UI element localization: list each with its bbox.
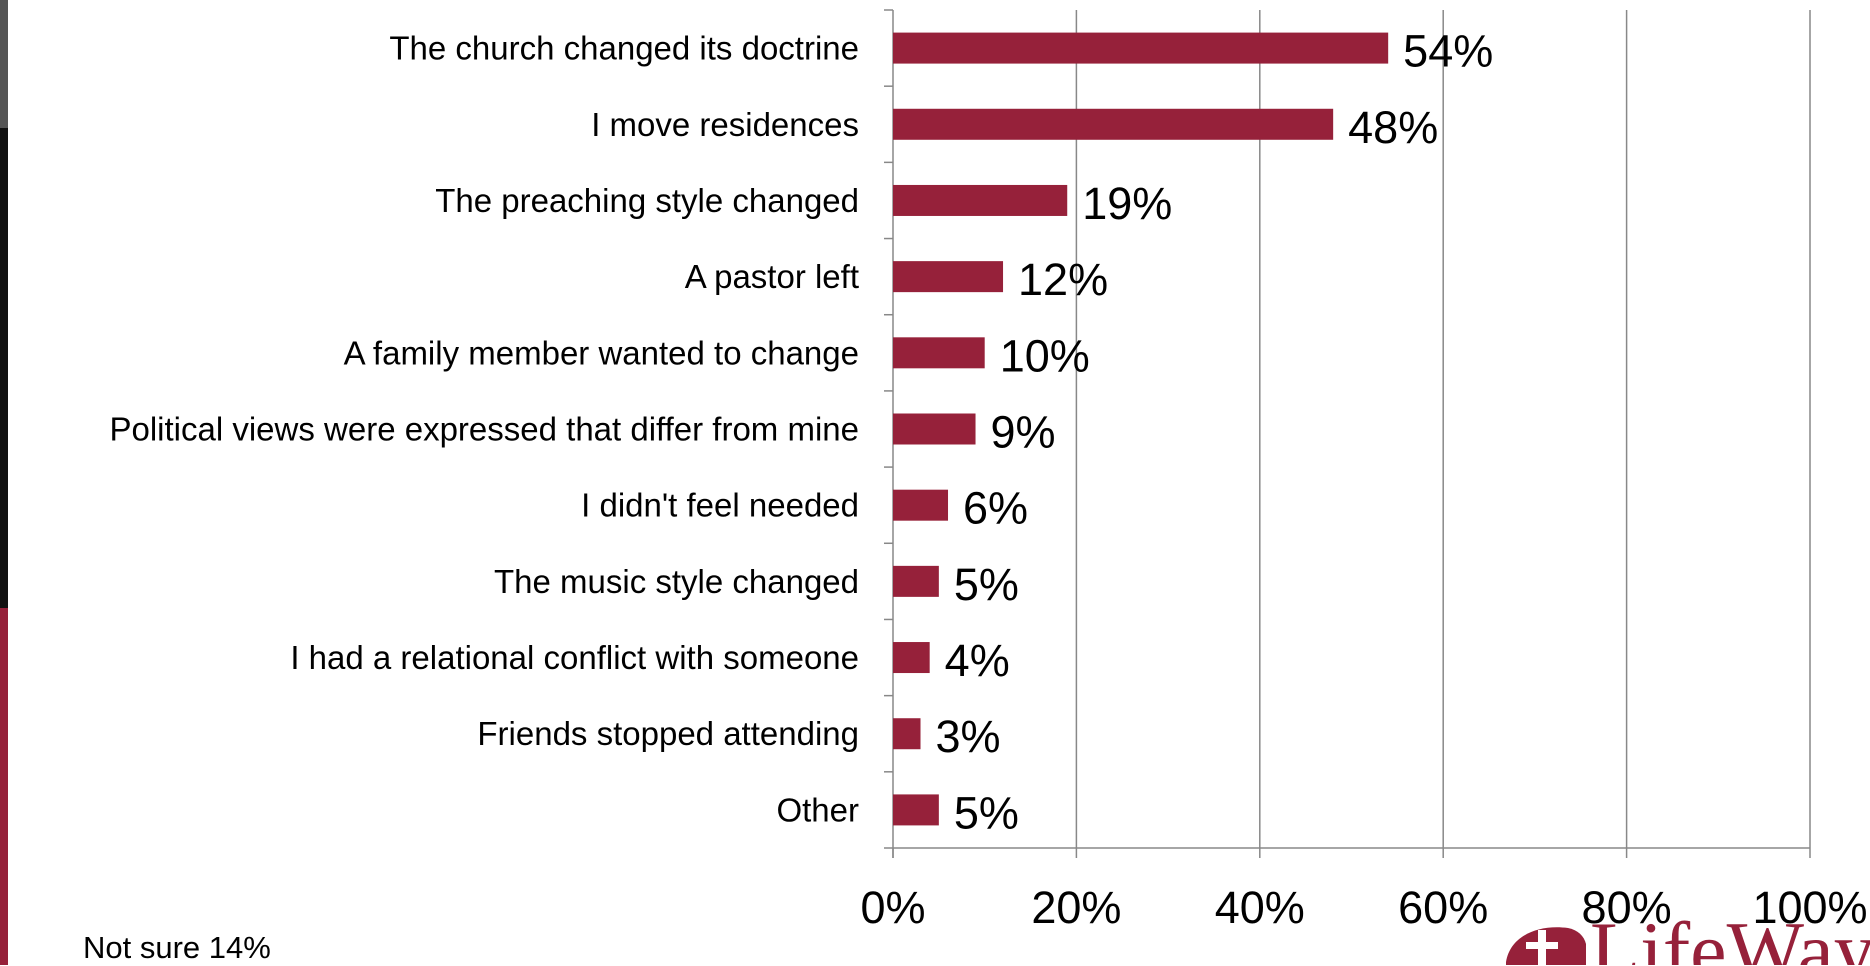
data-label: 9% [991, 407, 1056, 458]
not-sure-footnote: Not sure 14% [83, 930, 271, 965]
category-label: I didn't feel needed [581, 487, 859, 524]
x-tick-label: 60% [1398, 882, 1488, 933]
x-tick-label: 40% [1215, 882, 1305, 933]
data-label: 12% [1018, 254, 1108, 305]
category-label: Other [776, 791, 859, 828]
bar [893, 108, 1334, 140]
x-tick-label: 100% [1752, 882, 1867, 933]
lifeway-cross-logo-icon [1506, 927, 1586, 965]
bar [893, 642, 930, 674]
bar [893, 489, 949, 521]
data-label: 6% [963, 483, 1028, 534]
category-label: Friends stopped attending [477, 715, 859, 752]
data-label: 5% [954, 559, 1019, 610]
category-label: A family member wanted to change [344, 334, 859, 371]
bar [893, 32, 1389, 64]
data-label: 19% [1082, 178, 1172, 229]
x-tick-label: 20% [1031, 882, 1121, 933]
data-label: 48% [1348, 102, 1438, 153]
x-tick-label: 0% [860, 882, 925, 933]
data-label: 5% [954, 787, 1019, 838]
bar [893, 565, 939, 597]
bar [893, 413, 976, 445]
category-label: The church changed its doctrine [389, 30, 859, 67]
bar [893, 337, 985, 369]
data-label: 4% [945, 635, 1010, 686]
category-label: A pastor left [685, 258, 859, 295]
bar [893, 184, 1068, 216]
data-label: 10% [1000, 330, 1090, 381]
logo-text: LifeWay [1590, 918, 1870, 965]
data-label: 54% [1403, 26, 1493, 77]
category-label: The preaching style changed [435, 182, 859, 219]
bar [893, 718, 921, 750]
bar [893, 794, 939, 826]
x-tick-label: 80% [1582, 882, 1672, 933]
bar [893, 261, 1004, 293]
category-label: The music style changed [494, 563, 859, 600]
lifeway-logo: LifeWay [1500, 918, 1870, 965]
category-label: Political views were expressed that diff… [109, 411, 859, 448]
slide-edge-gray [0, 0, 8, 128]
category-label: I had a relational conflict with someone [290, 639, 859, 676]
data-label: 3% [936, 711, 1001, 762]
category-label: I move residences [591, 106, 859, 143]
slide-edge-red [0, 608, 8, 965]
slide-edge-black [0, 128, 8, 608]
